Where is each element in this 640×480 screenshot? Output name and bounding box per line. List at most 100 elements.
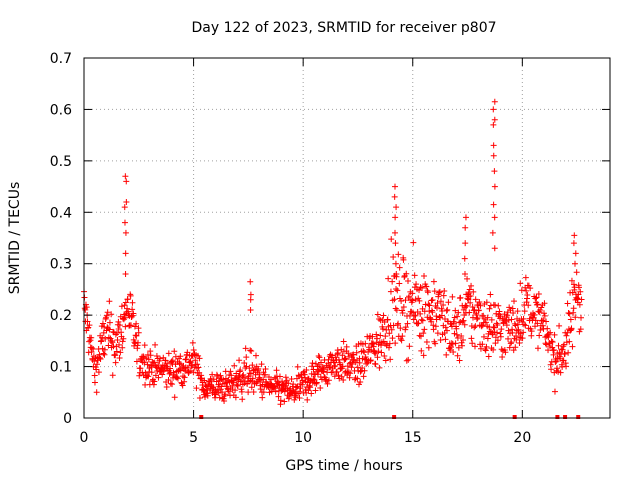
data-point: [258, 361, 265, 368]
data-point: [354, 364, 361, 371]
data-point: [541, 312, 548, 319]
data-point: [468, 282, 475, 289]
data-point: [458, 332, 465, 339]
data-point: [259, 394, 266, 401]
data-point: [106, 298, 113, 305]
data-point: [482, 319, 489, 326]
data-point: [482, 347, 489, 354]
data-point: [461, 255, 468, 262]
data-point: [395, 251, 402, 258]
data-point: [572, 250, 579, 257]
data-point: [396, 264, 403, 271]
data-point: [386, 340, 393, 347]
data-point: [506, 304, 513, 311]
data-point: [571, 260, 578, 267]
data-point: [374, 311, 381, 318]
data-point: [299, 381, 306, 388]
data-point: [148, 369, 155, 376]
data-point: [245, 389, 252, 396]
data-point: [144, 361, 151, 368]
data-point: [464, 275, 471, 282]
data-point: [116, 341, 123, 348]
data-point: [516, 334, 523, 341]
data-point: [231, 362, 238, 369]
data-point: [102, 335, 109, 342]
data-point: [290, 381, 297, 388]
data-point: [512, 344, 519, 351]
data-point: [93, 389, 100, 396]
data-point: [576, 328, 583, 335]
data-point: [522, 322, 529, 329]
data-point: [570, 281, 577, 288]
data-point: [393, 204, 400, 211]
data-point: [392, 214, 399, 221]
data-point: [372, 361, 379, 368]
data-point: [91, 372, 98, 379]
data-point: [566, 310, 573, 317]
x-axis-label: GPS time / hours: [285, 458, 402, 474]
data-point: [385, 275, 392, 282]
data-point: [166, 370, 173, 377]
data-point: [118, 303, 125, 310]
data-point: [194, 361, 201, 368]
data-point: [577, 326, 584, 333]
y-tick-label: 0.2: [50, 308, 72, 324]
data-point: [498, 326, 505, 333]
data-point: [375, 348, 382, 355]
data-point: [346, 374, 353, 381]
data-point: [272, 388, 279, 395]
data-point: [221, 397, 228, 404]
data-point: [294, 363, 301, 370]
data-point: [467, 299, 474, 306]
data-point: [462, 224, 469, 231]
data-point: [455, 309, 462, 316]
data-point: [151, 378, 158, 385]
data-point: [461, 271, 468, 277]
data-point: [141, 359, 148, 366]
data-point: [271, 383, 278, 390]
data-point: [325, 377, 332, 384]
data-point: [479, 341, 486, 348]
data-point: [129, 299, 136, 306]
data-point: [217, 372, 224, 379]
y-tick-label: 0.3: [50, 257, 72, 273]
data-point: [216, 394, 223, 401]
data-point: [374, 354, 381, 361]
data-point: [402, 297, 409, 304]
data-point: [292, 394, 299, 401]
data-point: [509, 329, 516, 336]
data-point: [391, 193, 398, 200]
data-point: [490, 121, 497, 128]
data-point: [384, 316, 391, 323]
data-point: [491, 245, 498, 252]
data-point: [324, 380, 331, 387]
data-point: [86, 322, 93, 329]
data-point: [524, 292, 531, 299]
data-point: [247, 307, 254, 313]
data-point: [133, 332, 140, 339]
data-point: [82, 306, 89, 313]
data-point: [114, 329, 121, 336]
y-tick-label: 0.1: [50, 360, 72, 376]
data-point: [403, 357, 410, 364]
data-point: [454, 313, 461, 320]
data-point: [281, 383, 288, 390]
data-point: [157, 355, 164, 362]
data-point: [570, 309, 577, 316]
data-point: [361, 367, 368, 374]
data-point: [124, 296, 131, 303]
data-point: [114, 337, 121, 344]
y-tick-label: 0: [63, 411, 72, 427]
data-point: [528, 328, 535, 335]
data-point: [99, 334, 106, 341]
data-point: [179, 382, 186, 389]
data-point: [256, 371, 263, 378]
data-point: [577, 288, 584, 295]
data-point: [541, 300, 548, 307]
data-point: [130, 310, 137, 317]
data-point: [227, 368, 234, 375]
data-point: [250, 388, 257, 395]
data-point: [341, 355, 348, 362]
data-point: [152, 341, 159, 348]
data-point: [187, 359, 194, 366]
